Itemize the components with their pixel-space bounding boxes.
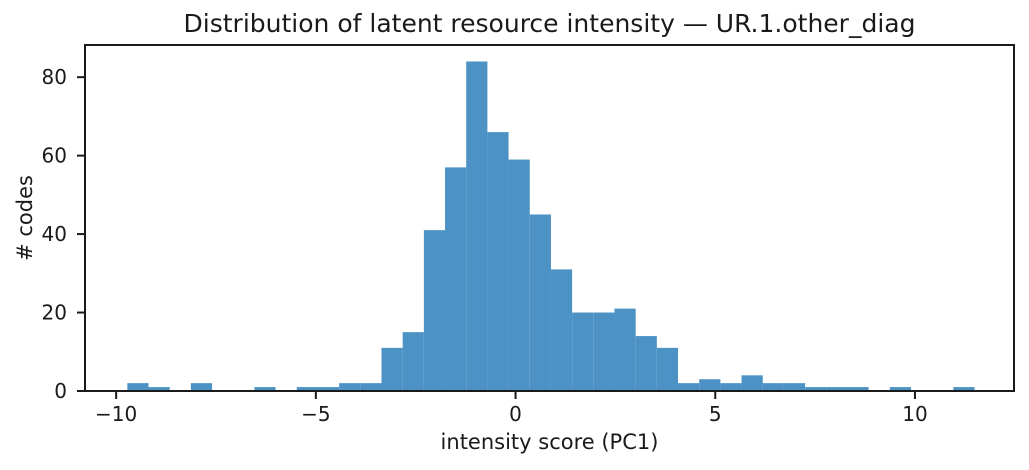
- x-tick-label: 5: [709, 402, 722, 426]
- histogram-bar: [550, 269, 573, 391]
- histogram-bar: [339, 383, 361, 391]
- histogram-bar: [805, 387, 827, 391]
- x-tick-label: −10: [95, 402, 137, 426]
- x-tick-label: 10: [902, 402, 927, 426]
- x-tick-label: −5: [301, 402, 330, 426]
- y-tick-label: 0: [54, 379, 67, 403]
- histogram-bar: [317, 387, 340, 391]
- histogram-bar: [402, 332, 424, 391]
- y-tick-label: 40: [42, 222, 67, 246]
- histogram-bar: [148, 387, 170, 391]
- y-tick-label: 80: [42, 65, 67, 89]
- histogram-bar: [656, 347, 679, 391]
- histogram-bar: [953, 387, 975, 391]
- x-axis-label: intensity score (PC1): [440, 430, 659, 454]
- histogram-bar: [127, 383, 149, 391]
- histogram-bar: [254, 387, 276, 391]
- histogram-bar: [614, 308, 636, 391]
- histogram-bar: [296, 387, 318, 391]
- histogram-bar: [783, 383, 806, 391]
- y-tick-label: 20: [42, 301, 67, 325]
- histogram-bar: [889, 387, 911, 391]
- histogram-bar: [572, 312, 594, 391]
- histogram-bar: [360, 383, 382, 391]
- histogram-bar: [593, 312, 615, 391]
- axes-frame: [84, 44, 1015, 392]
- histogram-bar: [466, 61, 488, 391]
- y-tick-label: 60: [42, 144, 67, 168]
- x-tick-label: 0: [509, 402, 522, 426]
- histogram-bar: [487, 132, 509, 391]
- histogram-bar: [381, 347, 403, 391]
- histogram-bar: [678, 383, 700, 391]
- histogram-bar: [720, 383, 742, 391]
- histogram-bar: [699, 379, 721, 391]
- histogram-bar: [741, 375, 763, 391]
- histogram-bar: [826, 387, 848, 391]
- histogram-bar: [529, 214, 551, 391]
- histogram-bar: [847, 387, 869, 391]
- histogram-bar: [423, 230, 446, 391]
- histogram-bar: [445, 167, 467, 391]
- histogram-bar: [508, 159, 530, 391]
- chart-title: Distribution of latent resource intensit…: [183, 9, 916, 38]
- histogram-bar: [635, 336, 657, 391]
- histogram-bar: [190, 383, 213, 391]
- histogram-bar: [762, 383, 784, 391]
